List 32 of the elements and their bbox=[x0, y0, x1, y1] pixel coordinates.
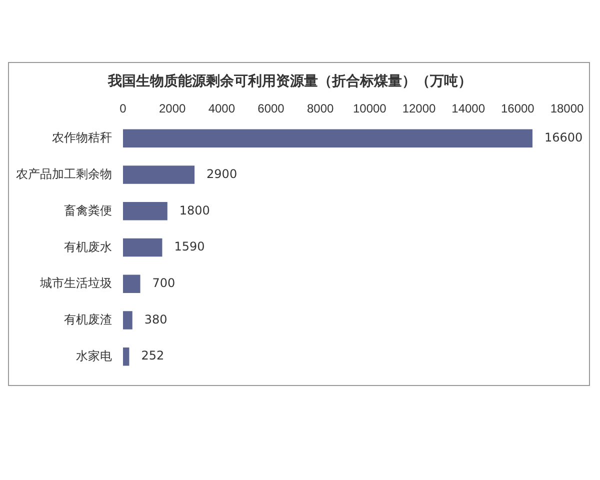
bar bbox=[123, 238, 162, 257]
x-tick-label: 8000 bbox=[306, 101, 334, 116]
bar bbox=[123, 274, 140, 293]
x-tick-label: 14000 bbox=[452, 101, 486, 116]
data-label: 700 bbox=[152, 276, 176, 290]
x-tick-label: 16000 bbox=[500, 101, 535, 116]
chart-title: 我国生物质能源剩余可利用资源量（折合标煤量）（万吨） bbox=[107, 72, 472, 88]
data-label: 2900 bbox=[206, 166, 238, 181]
bar bbox=[123, 129, 532, 148]
y-tick-label: 有机废渣 bbox=[64, 312, 112, 327]
y-tick-label: 农作物秸秆 bbox=[52, 130, 112, 145]
y-tick-label: 畜禽粪便 bbox=[64, 203, 112, 218]
x-tick-label: 2000 bbox=[158, 101, 186, 116]
x-tick-label: 4000 bbox=[208, 101, 236, 116]
x-tick-label: 12000 bbox=[402, 101, 436, 116]
x-tick-label: 6000 bbox=[258, 101, 285, 116]
data-label: 16600 bbox=[544, 130, 583, 145]
x-tick-label: 18000 bbox=[550, 101, 584, 116]
bar bbox=[123, 311, 132, 330]
data-label: 1590 bbox=[174, 240, 205, 254]
data-label: 1800 bbox=[179, 203, 210, 218]
bar bbox=[123, 166, 195, 184]
y-tick-label: 农产品加工剩余物 bbox=[16, 167, 112, 182]
y-tick-label: 水家电 bbox=[76, 348, 112, 363]
y-tick-label: 有机废水 bbox=[64, 240, 112, 254]
data-label: 380 bbox=[144, 312, 168, 326]
y-tick-label: 城市生活垃圾 bbox=[39, 276, 112, 290]
bar bbox=[123, 348, 130, 366]
bar bbox=[123, 202, 168, 220]
x-tick-label: 0 bbox=[120, 101, 127, 116]
x-tick-label: 10000 bbox=[352, 101, 387, 116]
data-label: 252 bbox=[141, 348, 164, 363]
